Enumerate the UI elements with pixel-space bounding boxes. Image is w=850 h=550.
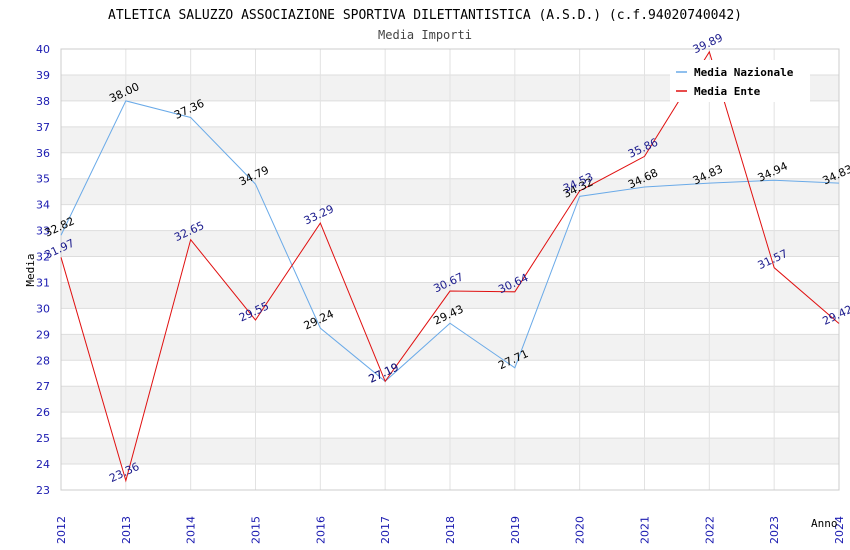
y-tick-label: 25 (36, 432, 50, 445)
y-tick-label: 35 (36, 173, 50, 186)
y-tick-label: 36 (36, 147, 50, 160)
series-line (60, 50, 840, 483)
y-tick-label: 32 (36, 251, 50, 264)
y-axis-ticks: 23 24 25 26 27 28 29 30 31 32 33 34 35 36 37 38 39 40 (36, 43, 50, 497)
y-tick-label: 27 (36, 380, 50, 393)
x-tick-label: 2021 (639, 516, 652, 544)
legend: Media Nazionale Media Ente (670, 60, 810, 102)
x-tick-label: 2017 (379, 516, 392, 544)
grid-bands (60, 48, 840, 491)
legend-label: Media Ente (694, 85, 761, 98)
plot-frame (60, 48, 840, 491)
y-tick-label: 26 (36, 406, 50, 419)
y-axis-label: Media (24, 253, 37, 286)
y-tick-label: 33 (36, 225, 50, 238)
y-tick-label: 28 (36, 354, 50, 367)
x-axis-ticks: 2012 2013 2014 2015 2016 2017 2018 2019 2020 2021… (55, 516, 846, 544)
y-tick-label: 37 (36, 121, 50, 134)
x-axis-label: Anno (811, 517, 838, 530)
x-tick-label: 2020 (574, 516, 587, 544)
x-tick-label: 2013 (120, 516, 133, 544)
chart-title: ATLETICA SALUZZO ASSOCIAZIONE SPORTIVA D… (108, 8, 742, 23)
y-tick-label: 39 (36, 69, 50, 82)
x-tick-label: 2024 (833, 516, 846, 544)
y-tick-label: 30 (36, 302, 50, 315)
x-tick-label: 2014 (185, 516, 198, 544)
series-line (60, 100, 840, 382)
legend-label: Media Nazionale (694, 66, 794, 79)
y-tick-label: 23 (36, 484, 50, 497)
x-tick-label: 2019 (509, 516, 522, 544)
y-tick-label: 40 (36, 43, 50, 56)
x-tick-label: 2015 (250, 516, 263, 544)
x-tick-label: 2018 (444, 516, 457, 544)
y-tick-label: 24 (36, 458, 50, 471)
y-tick-label: 34 (36, 199, 50, 212)
x-tick-label: 2023 (768, 516, 781, 544)
x-tick-label: 2012 (55, 516, 68, 544)
y-tick-label: 29 (36, 328, 50, 341)
x-tick-label: 2022 (703, 516, 716, 544)
y-tick-label: 38 (36, 95, 50, 108)
x-tick-label: 2016 (314, 516, 327, 544)
y-tick-label: 31 (36, 276, 50, 289)
series-lines (60, 50, 840, 483)
chart-subtitle: Media Importi (378, 28, 472, 42)
legend-box (670, 60, 810, 102)
